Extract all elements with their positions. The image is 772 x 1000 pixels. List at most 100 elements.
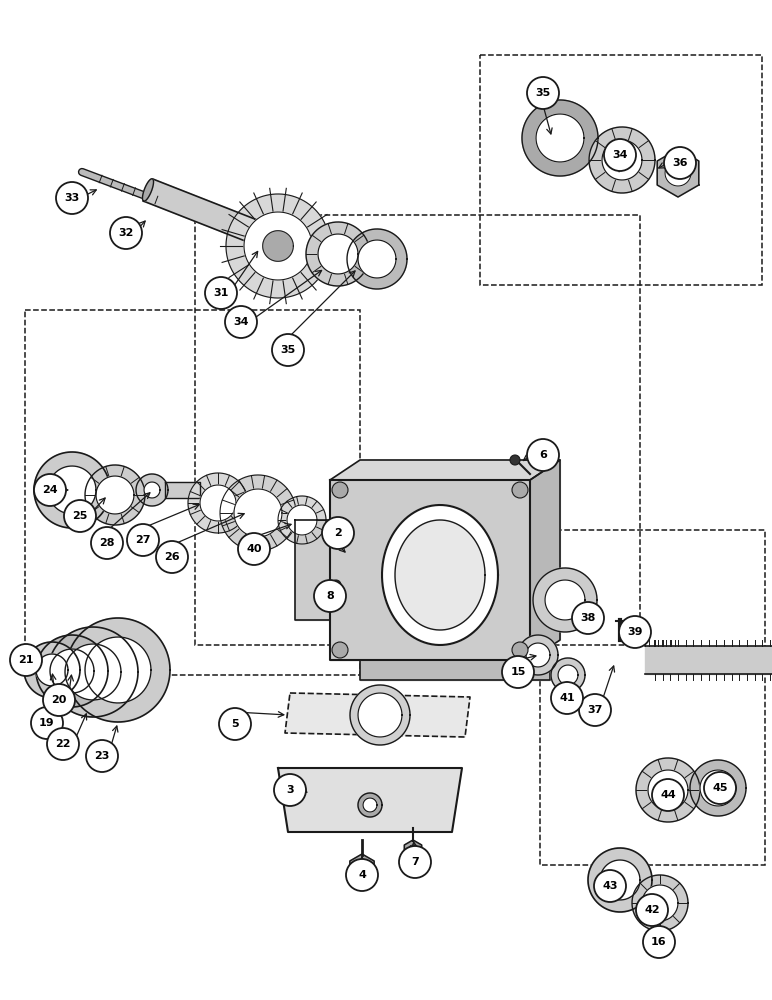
- Text: 39: 39: [627, 627, 643, 637]
- Circle shape: [510, 455, 520, 465]
- Polygon shape: [536, 114, 584, 162]
- Polygon shape: [65, 644, 121, 700]
- Polygon shape: [526, 643, 550, 667]
- Text: 16: 16: [652, 937, 667, 947]
- Circle shape: [572, 602, 604, 634]
- Polygon shape: [648, 770, 688, 810]
- Polygon shape: [522, 100, 598, 176]
- Bar: [540, 530, 765, 865]
- Circle shape: [664, 147, 696, 179]
- Text: 5: 5: [231, 719, 239, 729]
- Circle shape: [31, 707, 63, 739]
- Polygon shape: [278, 768, 462, 832]
- Polygon shape: [360, 460, 560, 640]
- Circle shape: [512, 642, 528, 658]
- Circle shape: [332, 642, 348, 658]
- Text: 26: 26: [164, 552, 180, 562]
- Polygon shape: [48, 466, 96, 514]
- Text: 20: 20: [51, 695, 66, 705]
- Circle shape: [274, 774, 306, 806]
- Circle shape: [225, 306, 257, 338]
- Circle shape: [43, 684, 75, 716]
- Polygon shape: [602, 140, 642, 180]
- Polygon shape: [408, 845, 418, 855]
- Polygon shape: [358, 240, 396, 278]
- Text: 37: 37: [587, 705, 603, 715]
- Text: 21: 21: [19, 655, 34, 665]
- Bar: [25, 310, 360, 675]
- Polygon shape: [143, 179, 154, 201]
- Polygon shape: [144, 179, 259, 243]
- Circle shape: [64, 500, 96, 532]
- Polygon shape: [533, 568, 597, 632]
- Circle shape: [512, 482, 528, 498]
- Polygon shape: [200, 485, 236, 521]
- Circle shape: [604, 139, 636, 171]
- Polygon shape: [665, 160, 691, 186]
- Polygon shape: [244, 212, 312, 280]
- Polygon shape: [347, 229, 407, 289]
- Polygon shape: [551, 658, 585, 692]
- Circle shape: [219, 708, 251, 740]
- Bar: [195, 215, 640, 645]
- Text: 24: 24: [42, 485, 58, 495]
- Polygon shape: [295, 520, 330, 620]
- Polygon shape: [690, 760, 746, 816]
- Polygon shape: [306, 222, 370, 286]
- Circle shape: [156, 541, 188, 573]
- Text: 38: 38: [581, 613, 596, 623]
- Polygon shape: [36, 635, 108, 707]
- Text: 31: 31: [213, 288, 229, 298]
- Polygon shape: [382, 505, 498, 645]
- Polygon shape: [34, 452, 110, 528]
- Circle shape: [332, 482, 348, 498]
- Circle shape: [127, 524, 159, 556]
- Circle shape: [652, 779, 684, 811]
- Text: 36: 36: [672, 158, 688, 168]
- Polygon shape: [234, 489, 282, 537]
- Text: 33: 33: [64, 193, 80, 203]
- Circle shape: [238, 533, 270, 565]
- Polygon shape: [85, 637, 151, 703]
- Circle shape: [205, 277, 237, 309]
- Polygon shape: [355, 861, 369, 875]
- Circle shape: [34, 474, 66, 506]
- Polygon shape: [36, 654, 68, 686]
- Polygon shape: [642, 885, 678, 921]
- Polygon shape: [657, 149, 699, 197]
- Polygon shape: [405, 840, 422, 860]
- Polygon shape: [144, 482, 160, 498]
- Polygon shape: [278, 496, 326, 544]
- Polygon shape: [287, 505, 317, 535]
- Circle shape: [272, 334, 304, 366]
- Circle shape: [579, 694, 611, 726]
- Text: 34: 34: [612, 150, 628, 160]
- Text: 19: 19: [39, 718, 55, 728]
- Text: 22: 22: [56, 739, 71, 749]
- Circle shape: [331, 580, 341, 590]
- Text: 44: 44: [660, 790, 676, 800]
- Circle shape: [346, 859, 378, 891]
- Polygon shape: [48, 627, 138, 717]
- Circle shape: [527, 77, 559, 109]
- Circle shape: [594, 870, 626, 902]
- Circle shape: [502, 656, 534, 688]
- Polygon shape: [350, 854, 374, 882]
- Text: 3: 3: [286, 785, 294, 795]
- Circle shape: [619, 616, 651, 648]
- Text: 23: 23: [94, 751, 110, 761]
- Polygon shape: [530, 460, 560, 660]
- Polygon shape: [700, 770, 736, 806]
- Circle shape: [56, 182, 88, 214]
- Polygon shape: [600, 860, 640, 900]
- Polygon shape: [632, 875, 688, 931]
- Polygon shape: [318, 234, 358, 274]
- Text: 43: 43: [602, 881, 618, 891]
- Text: 8: 8: [326, 591, 334, 601]
- Polygon shape: [146, 186, 150, 194]
- Polygon shape: [358, 693, 402, 737]
- Polygon shape: [220, 475, 296, 551]
- Circle shape: [314, 580, 346, 612]
- Text: 28: 28: [100, 538, 115, 548]
- Polygon shape: [645, 646, 772, 674]
